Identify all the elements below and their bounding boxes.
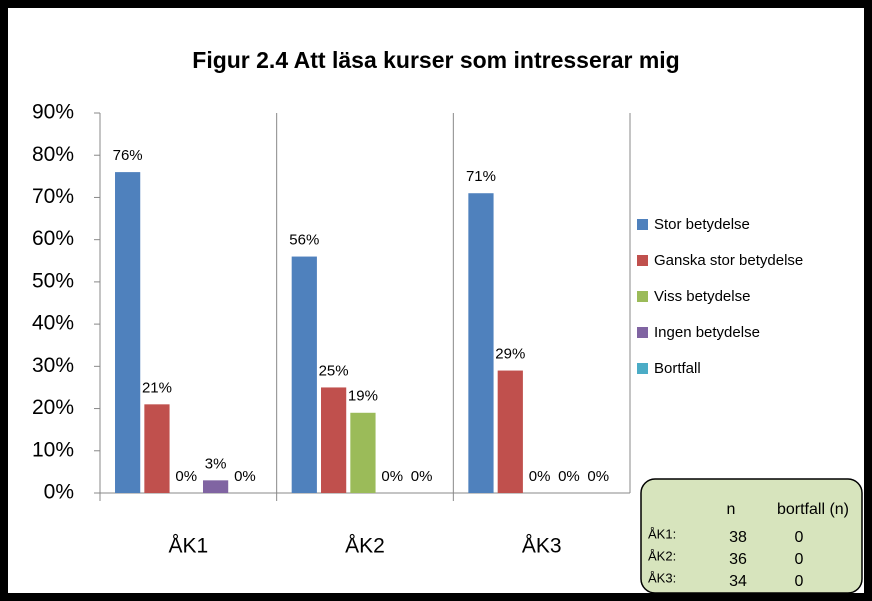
value-label: 0% — [529, 468, 551, 485]
legend-swatch — [637, 363, 648, 374]
value-label: 29% — [495, 346, 525, 363]
table-cell: 36 — [729, 551, 747, 568]
value-label: 0% — [558, 468, 580, 485]
y-tick-label: 50% — [32, 269, 74, 292]
info-table — [640, 478, 863, 594]
table-cell: 0 — [795, 573, 804, 590]
y-tick-label: 40% — [32, 312, 74, 335]
value-label: 0% — [381, 468, 403, 485]
table-row-label: ÅK3: — [648, 570, 676, 585]
table-row-label: ÅK1: — [648, 526, 676, 541]
bar — [321, 387, 347, 493]
value-label: 71% — [466, 168, 496, 185]
chart-title: Figur 2.4 Att läsa kurser som intressera… — [192, 47, 679, 73]
table-cell: 38 — [729, 529, 747, 546]
legend-label: Ingen betydelse — [654, 324, 760, 341]
value-label: 19% — [348, 388, 378, 405]
value-label: 21% — [142, 379, 172, 396]
x-tick-label: ÅK2 — [345, 535, 385, 558]
table-cell: 0 — [795, 551, 804, 568]
bar — [350, 412, 376, 493]
table-cell: 0 — [795, 529, 804, 546]
y-tick-label: 70% — [32, 185, 74, 208]
y-tick-label: 30% — [32, 354, 74, 377]
y-tick-label: 60% — [32, 227, 74, 250]
bar — [497, 370, 523, 493]
legend-label: Ganska stor betydelse — [654, 252, 803, 269]
table-row-label: ÅK2: — [648, 548, 676, 563]
bar — [291, 256, 317, 493]
value-label: 76% — [113, 147, 143, 164]
value-label: 0% — [175, 468, 197, 485]
y-tick-label: 90% — [32, 101, 74, 124]
legend-swatch — [637, 291, 648, 302]
value-label: 0% — [234, 468, 256, 485]
value-label: 0% — [411, 468, 433, 485]
y-tick-label: 10% — [32, 438, 74, 461]
table-header: n — [727, 501, 736, 518]
table-cell: 34 — [729, 573, 747, 590]
x-tick-label: ÅK1 — [168, 535, 208, 558]
y-tick-label: 20% — [32, 396, 74, 419]
legend-label: Viss betydelse — [654, 288, 750, 305]
y-tick-label: 0% — [44, 481, 74, 504]
bar — [115, 172, 141, 493]
legend-swatch — [637, 327, 648, 338]
table-header: bortfall (n) — [777, 501, 849, 518]
bar — [202, 480, 229, 493]
bar — [468, 193, 494, 493]
value-label: 56% — [289, 232, 319, 249]
legend-swatch — [637, 255, 648, 266]
bar — [144, 404, 170, 493]
value-label: 25% — [319, 362, 349, 379]
legend-label: Bortfall — [654, 360, 701, 377]
legend-label: Stor betydelse — [654, 216, 750, 233]
y-tick-label: 80% — [32, 143, 74, 166]
value-label: 3% — [205, 455, 227, 472]
value-label: 0% — [587, 468, 609, 485]
x-tick-label: ÅK3 — [522, 535, 562, 558]
legend-swatch — [637, 219, 648, 230]
